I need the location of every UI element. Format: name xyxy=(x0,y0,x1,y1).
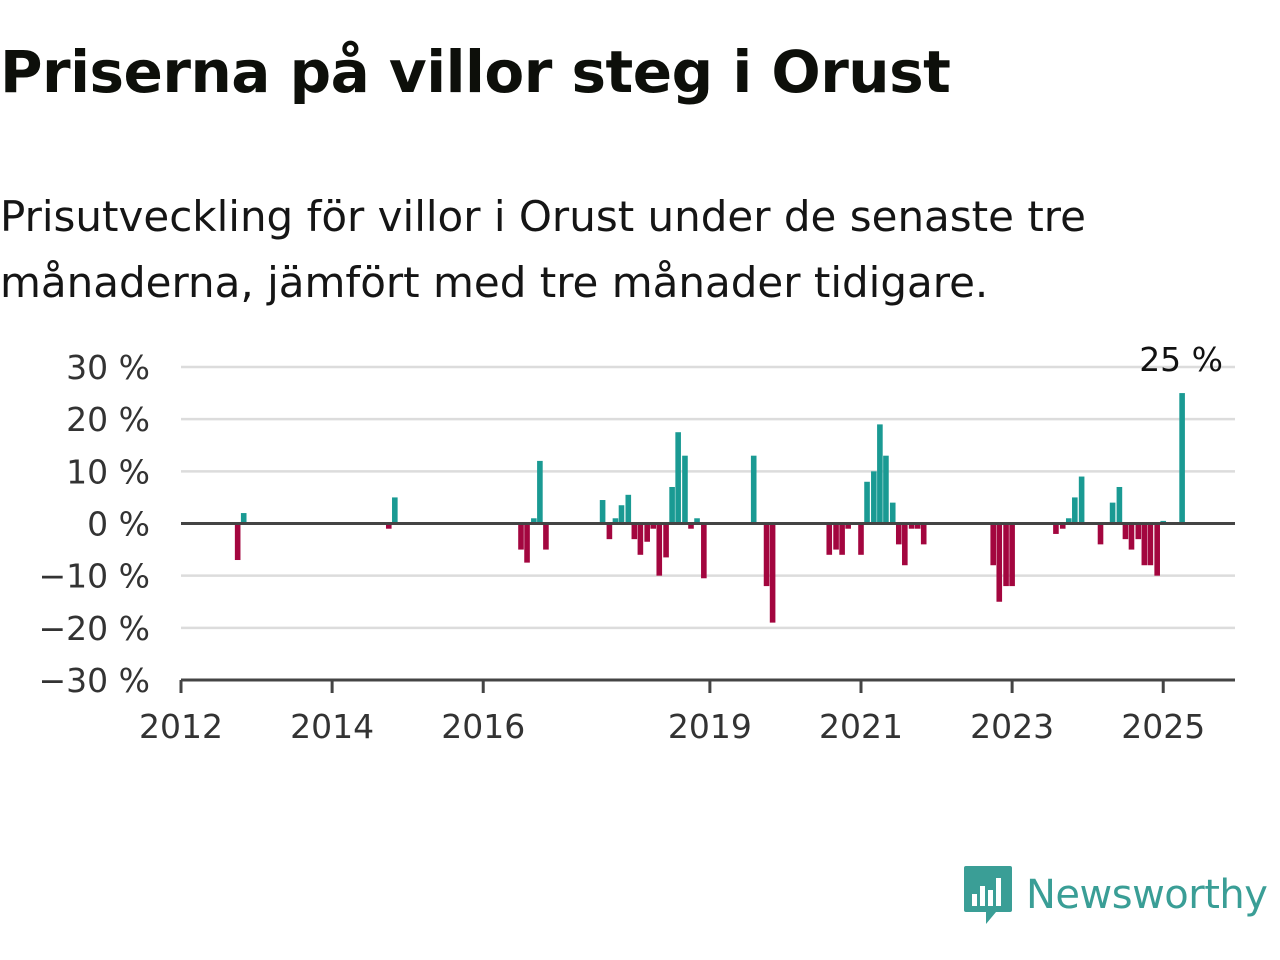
bar xyxy=(694,518,700,524)
x-tick-label: 2023 xyxy=(970,707,1054,746)
bar xyxy=(385,523,392,529)
y-tick-label: −30 % xyxy=(39,661,151,700)
bar xyxy=(1003,523,1009,587)
bar xyxy=(1059,523,1066,529)
bar xyxy=(895,523,902,545)
bar xyxy=(871,471,877,524)
x-tick-label: 2014 xyxy=(290,707,374,746)
bar xyxy=(518,523,524,550)
bar xyxy=(1072,497,1078,524)
bar xyxy=(701,523,707,579)
bar xyxy=(392,497,398,524)
bar xyxy=(644,523,650,542)
bar xyxy=(990,523,997,566)
bar-chart: 30 % 20 % 10 % 0 % −10 % −20 % −30 % 2012 2014 20… xyxy=(39,340,1235,746)
bar xyxy=(902,523,908,566)
bar xyxy=(599,500,606,524)
bar xyxy=(769,523,776,623)
bar xyxy=(1009,523,1015,587)
bar xyxy=(996,523,1003,602)
bar xyxy=(889,502,896,524)
bar xyxy=(688,523,694,529)
bar xyxy=(1154,523,1160,576)
bar xyxy=(240,513,247,524)
bar xyxy=(612,518,619,524)
bar xyxy=(826,523,833,555)
bar xyxy=(1179,393,1185,524)
bar xyxy=(669,486,675,524)
bar xyxy=(531,518,537,524)
y-tick-label: 0 % xyxy=(87,505,150,544)
bar xyxy=(1053,523,1059,534)
bar xyxy=(833,523,839,550)
bar xyxy=(914,523,921,529)
x-tick-label: 2025 xyxy=(1121,707,1205,746)
bar xyxy=(663,523,669,558)
y-tick-label: 30 % xyxy=(66,348,150,387)
bar xyxy=(675,432,681,524)
bar xyxy=(1147,523,1154,566)
bar xyxy=(656,523,663,576)
y-tick-label: −20 % xyxy=(39,609,151,648)
y-tick-label: 20 % xyxy=(66,400,150,439)
brand-name: Newsworthy xyxy=(1026,872,1268,918)
bar xyxy=(606,523,613,540)
annotation-label: 25 % xyxy=(1139,340,1223,379)
bar xyxy=(845,523,851,529)
bar xyxy=(1135,523,1142,540)
chart-subtitle: Prisutveckling för villor i Orust under … xyxy=(0,192,1086,307)
x-tick-label: 2012 xyxy=(139,707,223,746)
bar xyxy=(682,455,688,524)
bar xyxy=(631,523,638,540)
bars xyxy=(234,393,1185,623)
tick-labels: 30 % 20 % 10 % 0 % −10 % −20 % −30 % 2012 2014 20… xyxy=(39,348,1206,746)
bar xyxy=(1128,523,1135,550)
bar xyxy=(1141,523,1148,566)
chart-title: Priserna på villor steg i Orust xyxy=(0,38,951,106)
bar xyxy=(1109,502,1116,524)
bar xyxy=(877,424,883,524)
bar xyxy=(543,523,549,550)
bar xyxy=(883,455,889,524)
newsworthy-logo-icon xyxy=(964,866,1012,924)
bar xyxy=(920,523,927,545)
bar xyxy=(537,460,543,524)
bar xyxy=(763,523,770,587)
bar xyxy=(750,455,757,524)
bar xyxy=(637,523,644,555)
newsworthy-logo: Newsworthy xyxy=(962,862,1268,928)
bar xyxy=(650,523,657,529)
bar xyxy=(1122,523,1129,540)
bar xyxy=(839,523,845,555)
bar xyxy=(858,523,864,555)
x-tick-label: 2021 xyxy=(819,707,903,746)
bar xyxy=(1078,476,1085,524)
axes xyxy=(179,522,1235,693)
bar xyxy=(234,523,241,561)
x-tick-label: 2016 xyxy=(441,707,525,746)
y-tick-label: 10 % xyxy=(66,452,150,491)
bar xyxy=(618,505,625,524)
x-tick-label: 2019 xyxy=(668,707,752,746)
bar xyxy=(1097,523,1104,545)
bar xyxy=(1116,486,1123,524)
bar xyxy=(625,494,632,524)
bar xyxy=(1065,518,1072,524)
bar xyxy=(864,481,870,524)
y-tick-label: −10 % xyxy=(39,557,151,596)
gridlines xyxy=(181,365,1235,630)
bar xyxy=(524,523,530,563)
bar xyxy=(908,523,915,529)
